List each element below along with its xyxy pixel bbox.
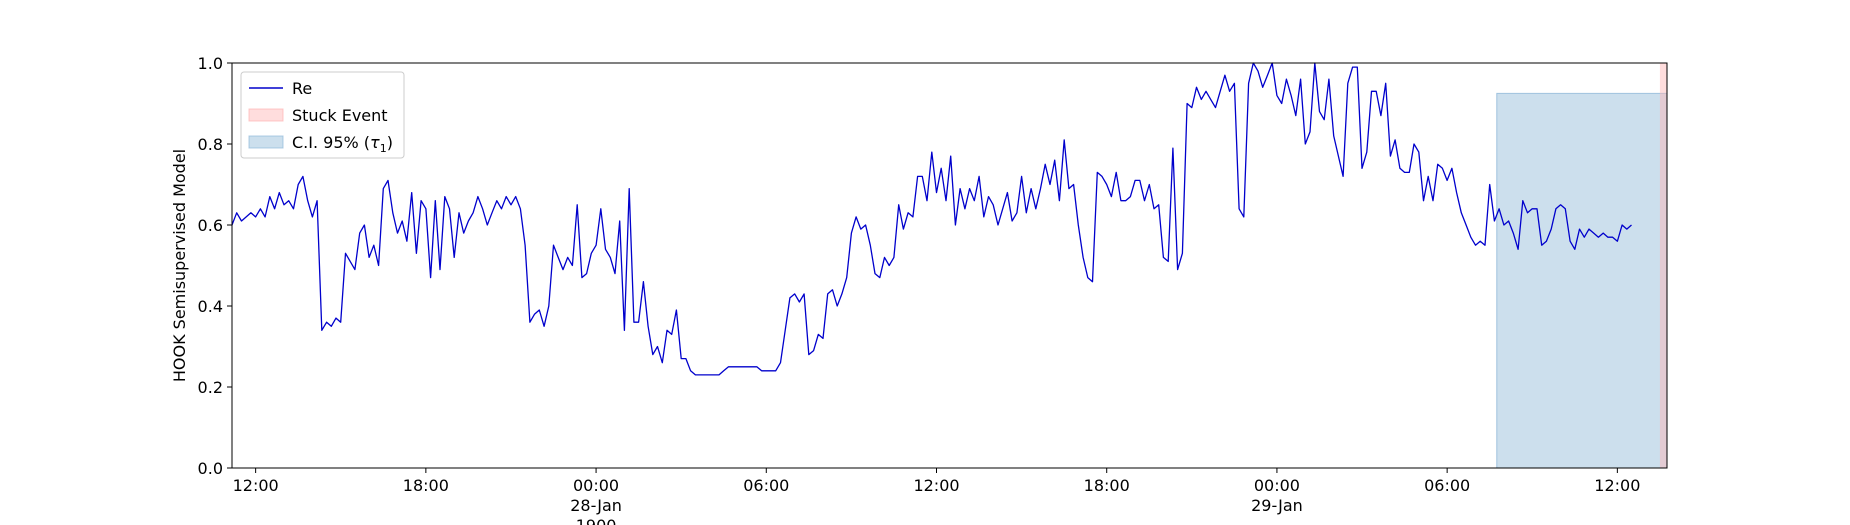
legend-label: Re (292, 79, 312, 98)
x-tick-label: 29-Jan (1251, 496, 1303, 515)
series-line-re (231, 62, 1632, 376)
series-layer (231, 62, 1632, 376)
x-tick-label: 18:00 (403, 476, 449, 495)
x-tick-label: 18:00 (1084, 476, 1130, 495)
legend: Re Stuck Event C.I. 95% (τ1) (240, 71, 405, 159)
legend-swatch-patch (248, 135, 284, 149)
y-tick-label: 0.8 (198, 135, 223, 154)
y-tick-label: 0.0 (198, 459, 223, 478)
legend-label: Stuck Event (292, 106, 388, 125)
x-tick-label: 06:00 (1424, 476, 1470, 495)
x-tick-label: 00:00 (1254, 476, 1300, 495)
y-tick-label: 1.0 (198, 54, 223, 73)
x-tick-label: 12:00 (233, 476, 279, 495)
legend-label-math: τ (370, 133, 380, 152)
legend-swatch-patch (248, 108, 284, 122)
legend-label-end: ) (387, 133, 393, 152)
y-axis-label: HOOK Semisupervised Model (170, 149, 189, 382)
x-tick-label: 12:00 (913, 476, 959, 495)
legend-label: C.I. 95% (τ1) (292, 133, 393, 155)
plot-frame (231, 62, 1668, 469)
y-tick-label: 0.4 (198, 297, 223, 316)
axes: 0.00.20.40.60.81.012:0018:0000:0028-Jan1… (170, 54, 1668, 525)
legend-label-subscript: 1 (380, 142, 387, 155)
y-tick-label: 0.2 (198, 378, 223, 397)
ci-band (1496, 92, 1668, 469)
y-tick-label: 0.6 (198, 216, 223, 235)
x-tick-label: 06:00 (743, 476, 789, 495)
shaded-regions (1496, 63, 1668, 469)
x-tick-label: 28-Jan (570, 496, 622, 515)
stuck-event-band (1659, 63, 1667, 468)
x-tick-label: 1900 (576, 516, 617, 525)
x-tick-label: 00:00 (573, 476, 619, 495)
x-tick-label: 12:00 (1594, 476, 1640, 495)
